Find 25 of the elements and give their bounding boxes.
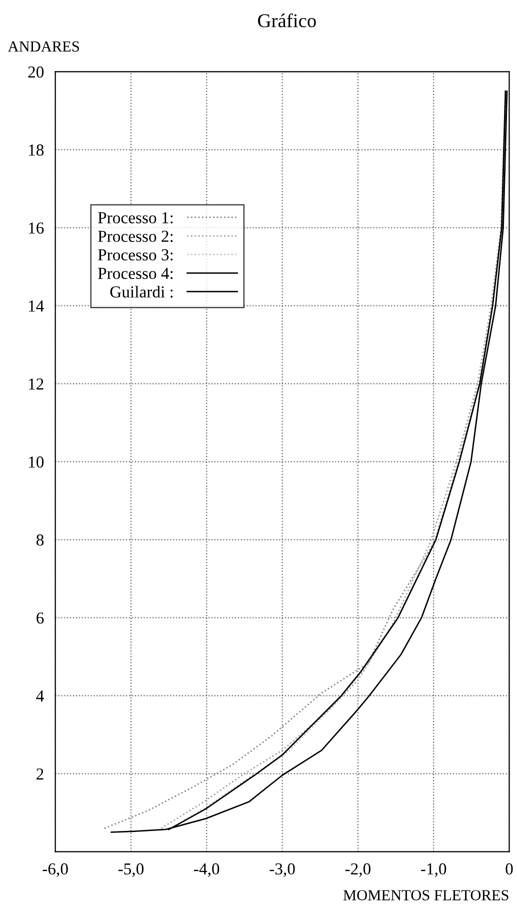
legend-label: Processo 2: bbox=[98, 230, 173, 242]
y-tick-label: 14 bbox=[29, 300, 44, 312]
x-tick-label: 0 bbox=[506, 863, 513, 875]
chart-title: Gráfico bbox=[258, 13, 316, 28]
legend-label: Processo 4: bbox=[98, 268, 173, 280]
x-tick-label: -5,0 bbox=[118, 863, 144, 877]
y-tick-label: 16 bbox=[29, 222, 44, 234]
y-tick-label: 4 bbox=[36, 690, 44, 702]
legend-label: Processo 3: bbox=[98, 249, 173, 261]
y-tick-label: 8 bbox=[36, 534, 44, 546]
y-tick-label: 12 bbox=[29, 378, 44, 390]
y-tick-label: 20 bbox=[28, 66, 44, 78]
y-axis-title: ANDARES bbox=[8, 41, 79, 52]
y-tick-label: 18 bbox=[29, 144, 44, 156]
y-tick-label: 6 bbox=[36, 612, 44, 624]
x-tick-label: -1,0 bbox=[421, 863, 446, 877]
x-tick-label: -4,0 bbox=[194, 863, 220, 877]
y-tick-label: 10 bbox=[29, 456, 44, 468]
x-tick-label: -3,0 bbox=[270, 863, 295, 877]
legend-label: Processo 1: bbox=[98, 212, 173, 224]
x-tick-label: -6,0 bbox=[42, 863, 68, 877]
x-tick-label: -2,0 bbox=[345, 863, 370, 877]
y-tick-label: 2 bbox=[36, 768, 44, 780]
x-axis-title: MOMENTOS FLETORES bbox=[343, 890, 508, 900]
legend-label: Guilardi : bbox=[110, 286, 173, 298]
